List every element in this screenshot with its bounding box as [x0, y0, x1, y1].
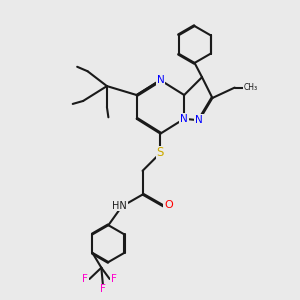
Text: F: F: [82, 274, 88, 284]
Text: O: O: [164, 200, 173, 210]
Text: N: N: [195, 115, 203, 125]
Text: HN: HN: [112, 201, 127, 211]
Text: N: N: [180, 114, 188, 124]
Text: S: S: [157, 146, 164, 160]
Text: F: F: [111, 274, 117, 284]
Text: CH₃: CH₃: [244, 83, 258, 92]
Text: F: F: [100, 284, 106, 294]
Text: N: N: [157, 75, 164, 85]
